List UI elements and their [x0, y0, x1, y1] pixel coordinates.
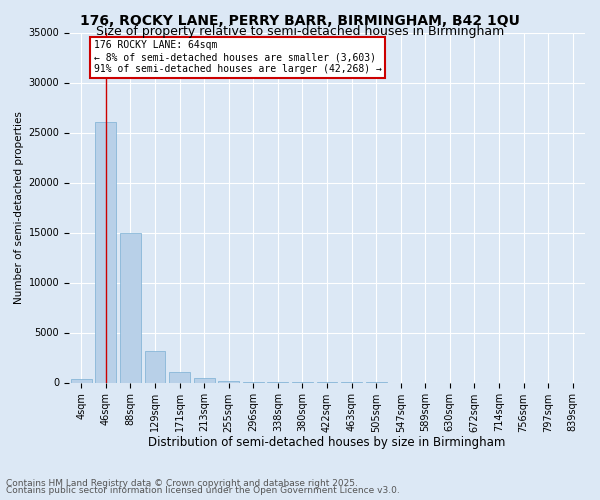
Text: Contains public sector information licensed under the Open Government Licence v3: Contains public sector information licen…	[6, 486, 400, 495]
Text: Size of property relative to semi-detached houses in Birmingham: Size of property relative to semi-detach…	[96, 25, 504, 38]
Bar	[120, 232, 141, 382]
Y-axis label: Number of semi-detached properties: Number of semi-detached properties	[14, 111, 24, 304]
Text: 176 ROCKY LANE: 64sqm
← 8% of semi-detached houses are smaller (3,603)
91% of se: 176 ROCKY LANE: 64sqm ← 8% of semi-detac…	[94, 40, 382, 74]
Bar	[194, 378, 215, 382]
Bar	[71, 378, 92, 382]
Bar	[169, 372, 190, 382]
X-axis label: Distribution of semi-detached houses by size in Birmingham: Distribution of semi-detached houses by …	[148, 436, 506, 449]
Text: Contains HM Land Registry data © Crown copyright and database right 2025.: Contains HM Land Registry data © Crown c…	[6, 478, 358, 488]
Bar	[218, 381, 239, 382]
Bar	[95, 122, 116, 382]
Text: 176, ROCKY LANE, PERRY BARR, BIRMINGHAM, B42 1QU: 176, ROCKY LANE, PERRY BARR, BIRMINGHAM,…	[80, 14, 520, 28]
Bar	[145, 350, 166, 382]
